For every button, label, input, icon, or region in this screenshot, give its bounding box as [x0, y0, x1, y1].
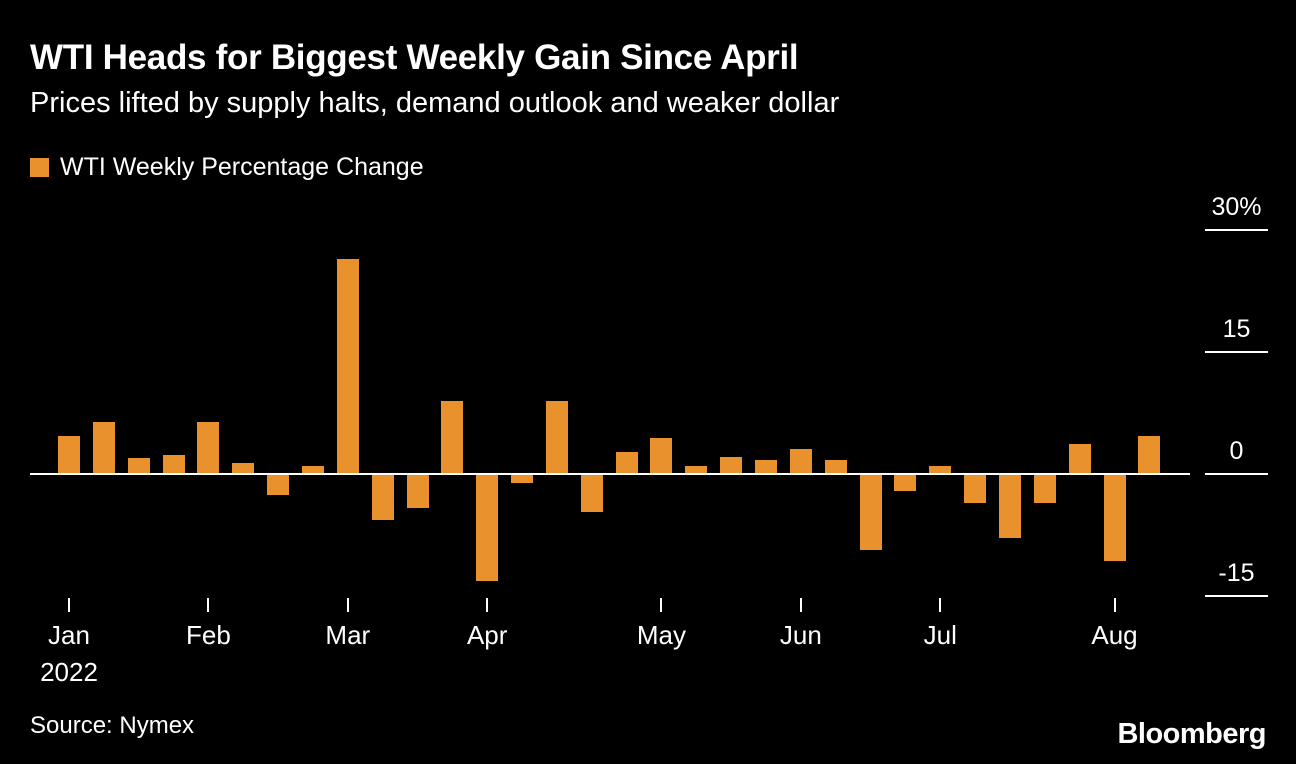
x-tick-label-aug: Aug	[1091, 620, 1138, 650]
x-tick-mar	[346, 598, 349, 612]
y-tick-label-0: 0	[1229, 437, 1244, 465]
x-tick-jan	[68, 598, 70, 612]
bar-week-5	[197, 421, 220, 473]
bar-week-7	[267, 475, 290, 495]
y-tick-label-15: 15	[1222, 314, 1251, 343]
bar-week-19	[685, 465, 708, 473]
bar-week-9	[336, 258, 359, 473]
bar-week-21	[755, 459, 777, 473]
legend-swatch	[30, 158, 49, 177]
x-tick-label-feb: Feb	[185, 620, 231, 650]
x-tick-label-jan: Jan	[48, 620, 90, 650]
bar-week-32	[1138, 436, 1161, 473]
x-tick-aug	[1113, 598, 1116, 612]
bar-week-22	[789, 449, 812, 473]
bar-week-16	[580, 475, 603, 513]
bar-week-10	[371, 475, 394, 520]
x-tick-label-apr: Apr	[466, 620, 508, 650]
y-tick-label-30: 30%	[1211, 192, 1262, 221]
legend-label: WTI Weekly Percentage Change	[60, 153, 424, 181]
x-tick-feb	[207, 598, 210, 612]
legend: WTI Weekly Percentage Change	[30, 153, 424, 182]
x-tick-jun	[799, 598, 802, 612]
bar-week-3	[127, 457, 150, 473]
bar-week-26	[929, 466, 952, 473]
x-tick-label-jun: Jun	[779, 620, 822, 650]
x-tick-may	[660, 598, 663, 612]
x-tick-sublabel-2022: 2022	[40, 657, 98, 687]
bar-week-23	[824, 459, 847, 473]
bar-week-12	[441, 401, 464, 473]
bar-week-31	[1103, 475, 1126, 561]
chart-title: WTI Heads for Biggest Weekly Gain Since …	[30, 38, 799, 77]
bar-week-13	[476, 475, 499, 581]
y-gridline-0	[1205, 473, 1268, 475]
x-tick-apr	[486, 598, 489, 612]
bar-week-20	[720, 456, 743, 473]
x-tick-label-may: May	[636, 620, 686, 650]
x-tick-jul	[939, 598, 942, 612]
bar-week-18	[650, 437, 673, 473]
bar-week-29	[1033, 475, 1056, 503]
chart-subtitle: Prices lifted by supply halts, demand ou…	[30, 87, 840, 119]
source-label: Source: Nymex	[30, 712, 195, 739]
bar-week-27	[964, 475, 987, 503]
y-gridline-15	[1205, 350, 1268, 353]
zero-axis-line	[30, 473, 1190, 475]
bar-week-28	[998, 475, 1021, 538]
bar-week-2	[92, 422, 115, 473]
bar-week-14	[511, 475, 534, 484]
bar-week-1	[58, 435, 80, 473]
bar-week-6	[232, 463, 255, 473]
bloomberg-logo: Bloomberg	[1117, 718, 1266, 750]
bar-week-17	[615, 451, 638, 473]
bar-week-15	[545, 401, 568, 473]
y-tick-label--15: -15	[1218, 559, 1255, 588]
bar-week-24	[859, 475, 882, 550]
bar-week-8	[301, 466, 324, 473]
x-tick-label-mar: Mar	[325, 620, 371, 650]
bar-week-25	[894, 475, 917, 492]
bar-week-30	[1068, 444, 1091, 473]
y-gridline-30	[1205, 228, 1268, 231]
x-tick-label-jul: Jul	[923, 620, 957, 650]
y-gridline--15	[1205, 595, 1268, 598]
bar-week-4	[162, 455, 185, 473]
bar-week-11	[406, 475, 429, 508]
